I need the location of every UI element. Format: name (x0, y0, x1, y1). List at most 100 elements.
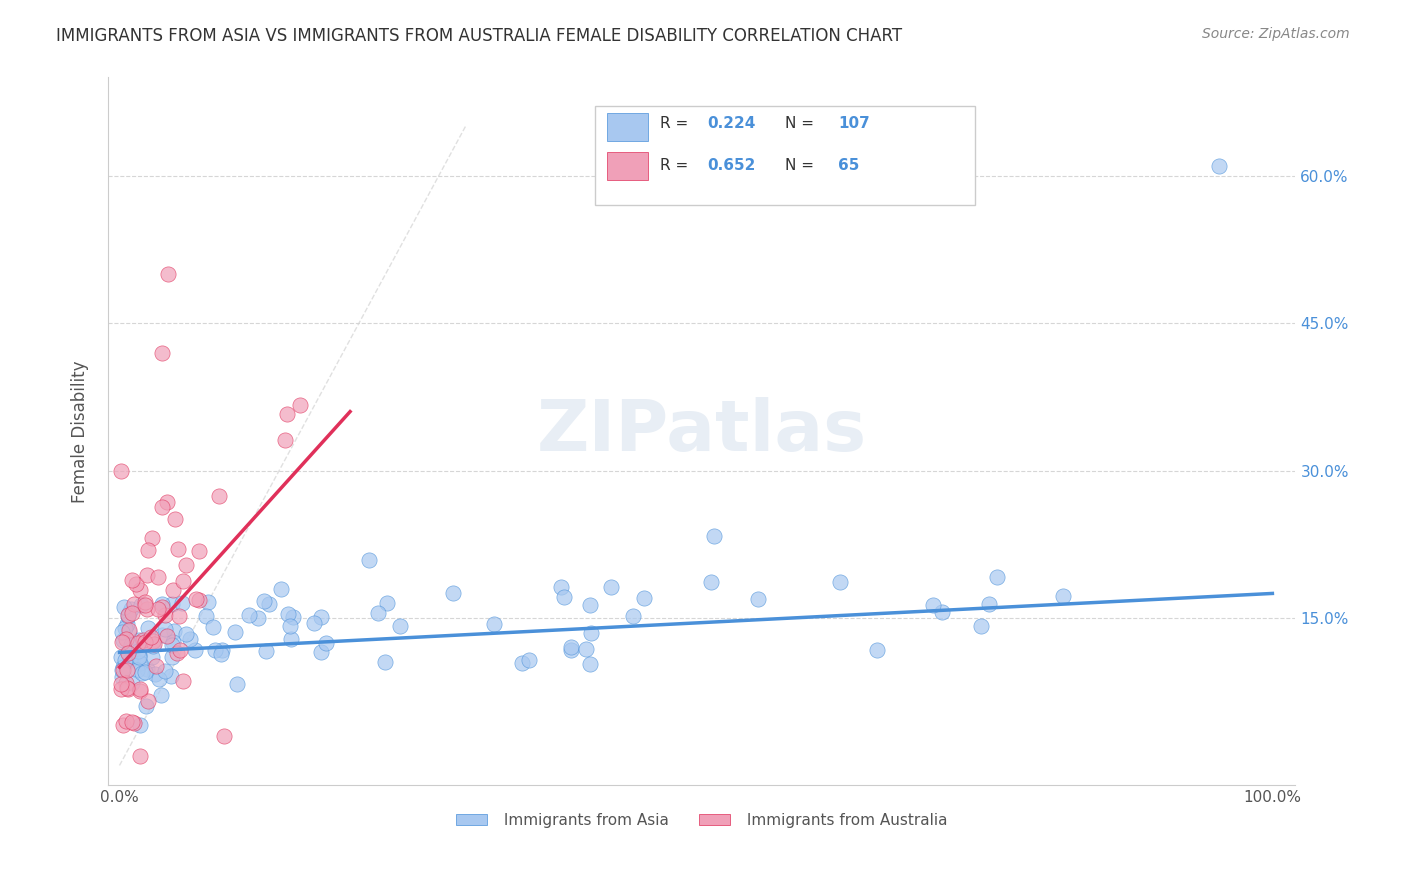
FancyBboxPatch shape (595, 106, 974, 205)
Immigrants from Asia (703, 529, 725, 543)
Immigrants from Asia (377, 596, 399, 610)
Immigrants from Asia (115, 617, 138, 632)
Immigrants from Australia (117, 608, 139, 623)
Immigrants from Australia (156, 495, 179, 509)
Immigrants from Australia (117, 646, 139, 660)
Immigrants from Australia (157, 267, 180, 281)
Immigrants from Australia (132, 633, 155, 648)
Immigrants from Australia (143, 637, 166, 651)
Immigrants from Asia (148, 673, 170, 687)
Immigrants from Asia (128, 633, 150, 648)
Immigrants from Asia (194, 608, 217, 623)
Immigrants from Australia (188, 544, 211, 558)
Immigrants from Asia (866, 643, 889, 657)
Immigrants from Asia (1052, 590, 1074, 604)
Immigrants from Asia (277, 607, 299, 621)
Immigrants from Asia (969, 619, 991, 633)
Immigrants from Asia (118, 606, 141, 620)
Immigrants from Asia (125, 663, 148, 677)
Immigrants from Asia (135, 662, 157, 676)
Immigrants from Australia (163, 511, 186, 525)
Immigrants from Australia (146, 601, 169, 615)
Immigrants from Australia (134, 599, 156, 613)
Immigrants from Australia (274, 433, 297, 447)
Immigrants from Asia (599, 580, 621, 594)
Immigrants from Asia (302, 616, 325, 631)
Immigrants from Australia (114, 675, 136, 690)
Immigrants from Asia (114, 621, 136, 635)
FancyBboxPatch shape (607, 112, 648, 141)
Immigrants from Asia (246, 610, 269, 624)
Immigrants from Asia (309, 645, 332, 659)
Immigrants from Asia (120, 638, 142, 652)
Immigrants from Asia (560, 640, 582, 654)
Immigrants from Asia (986, 570, 1008, 584)
Immigrants from Asia (129, 717, 152, 731)
Immigrants from Asia (153, 664, 176, 678)
Immigrants from Asia (162, 634, 184, 648)
Immigrants from Asia (224, 625, 246, 640)
Immigrants from Asia (311, 610, 333, 624)
Text: R =: R = (661, 159, 693, 173)
Immigrants from Australia (134, 635, 156, 649)
Immigrants from Asia (238, 608, 260, 623)
Immigrants from Asia (112, 600, 135, 615)
Immigrants from Asia (278, 619, 301, 633)
Immigrants from Asia (118, 625, 141, 640)
Immigrants from Asia (152, 628, 174, 642)
Immigrants from Australia (167, 542, 190, 557)
Immigrants from Asia (120, 653, 142, 667)
Immigrants from Asia (699, 574, 721, 589)
Immigrants from Australia (167, 608, 190, 623)
Immigrants from Australia (212, 729, 235, 743)
Text: N =: N = (785, 159, 818, 173)
Immigrants from Asia (114, 652, 136, 666)
Immigrants from Australia (288, 399, 311, 413)
Immigrants from Australia (184, 591, 207, 606)
Text: IMMIGRANTS FROM ASIA VS IMMIGRANTS FROM AUSTRALIA FEMALE DISABILITY CORRELATION : IMMIGRANTS FROM ASIA VS IMMIGRANTS FROM … (56, 27, 903, 45)
Immigrants from Asia (179, 632, 201, 646)
Immigrants from Asia (141, 650, 163, 665)
Immigrants from Australia (153, 607, 176, 622)
Immigrants from Australia (150, 599, 173, 614)
Immigrants from Australia (172, 674, 194, 689)
Immigrants from Asia (211, 642, 233, 657)
Immigrants from Australia (110, 681, 132, 696)
Immigrants from Australia (110, 677, 132, 691)
Immigrants from Australia (115, 663, 138, 677)
Immigrants from Asia (174, 627, 197, 641)
Immigrants from Asia (226, 677, 249, 691)
Immigrants from Asia (120, 602, 142, 616)
Immigrants from Australia (208, 489, 231, 503)
Immigrants from Australia (141, 630, 163, 644)
Legend:  Immigrants from Asia,  Immigrants from Australia: Immigrants from Asia, Immigrants from Au… (450, 807, 953, 834)
Immigrants from Asia (110, 663, 132, 677)
Immigrants from Asia (633, 591, 655, 605)
Immigrants from Australia (136, 602, 159, 616)
Immigrants from Australia (150, 345, 173, 359)
Immigrants from Asia (111, 670, 134, 684)
Text: 0.652: 0.652 (707, 159, 756, 173)
Immigrants from Asia (257, 597, 280, 611)
Immigrants from Asia (553, 590, 575, 604)
Text: Source: ZipAtlas.com: Source: ZipAtlas.com (1202, 27, 1350, 41)
Immigrants from Australia (122, 716, 145, 731)
Immigrants from Australia (127, 636, 149, 650)
Immigrants from Asia (441, 586, 464, 600)
Immigrants from Asia (129, 598, 152, 612)
Immigrants from Asia (209, 647, 232, 661)
Immigrants from Asia (389, 619, 412, 633)
Immigrants from Asia (117, 645, 139, 659)
Immigrants from Asia (131, 666, 153, 681)
Immigrants from Asia (256, 644, 278, 658)
Immigrants from Australia (188, 593, 211, 607)
Immigrants from Australia (276, 407, 298, 421)
Immigrants from Asia (172, 597, 194, 611)
Text: 65: 65 (838, 159, 859, 173)
Immigrants from Asia (136, 621, 159, 635)
Immigrants from Asia (931, 606, 953, 620)
Immigrants from Australia (115, 632, 138, 646)
Immigrants from Asia (367, 606, 389, 620)
Immigrants from Asia (127, 644, 149, 658)
Immigrants from Australia (162, 582, 184, 597)
